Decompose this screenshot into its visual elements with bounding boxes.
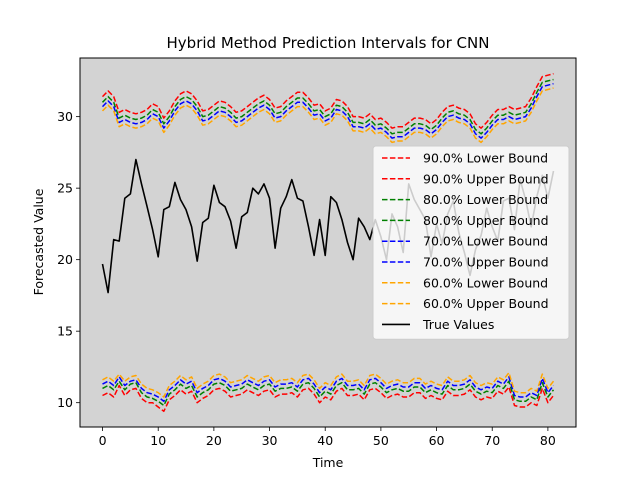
legend-label: 80.0% Upper Bound <box>423 213 549 228</box>
series-line-90-0-lower-bound <box>102 384 555 413</box>
x-tick-label: 60 <box>429 433 445 448</box>
legend-label: 80.0% Lower Bound <box>423 192 548 207</box>
x-tick-label: 40 <box>317 433 333 448</box>
series-line-80-0-lower-bound <box>102 380 555 407</box>
series-line-70-0-lower-bound <box>102 376 555 403</box>
legend-label: 90.0% Upper Bound <box>423 171 549 186</box>
chart-title: Hybrid Method Prediction Intervals for C… <box>167 34 490 52</box>
legend-label: 70.0% Upper Bound <box>423 255 549 270</box>
x-tick-label: 80 <box>540 433 556 448</box>
legend-label: True Values <box>422 317 494 332</box>
x-axis-ticks: 0 10 20 30 40 50 60 70 80 <box>99 427 556 448</box>
series-line-70-0-upper-bound <box>101 82 554 139</box>
x-tick-label: 30 <box>262 433 278 448</box>
x-tick-label: 10 <box>150 433 166 448</box>
legend-label: 60.0% Upper Bound <box>423 296 549 311</box>
legend-box <box>372 145 570 340</box>
series-line-60-0-lower-bound <box>102 371 555 398</box>
x-tick-label: 20 <box>206 433 222 448</box>
series-line-60-0-upper-bound <box>101 87 554 144</box>
legend-label: 70.0% Lower Bound <box>423 234 548 249</box>
legend: 90.0% Lower Bound 90.0% Upper Bound 80.0% … <box>372 145 570 340</box>
y-tick-label: 25 <box>57 181 73 196</box>
y-tick-label: 30 <box>57 109 73 124</box>
series-line-90-0-upper-bound <box>101 72 554 129</box>
legend-label: 90.0% Lower Bound <box>423 151 548 166</box>
y-tick-label: 10 <box>57 395 73 410</box>
x-tick-label: 70 <box>484 433 500 448</box>
x-tick-label: 0 <box>99 433 107 448</box>
x-axis-label: Time <box>312 455 344 470</box>
plot-frame <box>79 57 577 428</box>
y-tick-label: 20 <box>57 252 73 267</box>
y-axis-ticks: 10 15 20 25 30 <box>57 109 80 410</box>
legend-label: 60.0% Lower Bound <box>423 275 548 290</box>
x-tick-label: 50 <box>373 433 389 448</box>
y-tick-label: 15 <box>57 324 73 339</box>
series-line-80-0-upper-bound <box>101 78 554 135</box>
y-axis-label: Forecasted Value <box>31 188 46 295</box>
